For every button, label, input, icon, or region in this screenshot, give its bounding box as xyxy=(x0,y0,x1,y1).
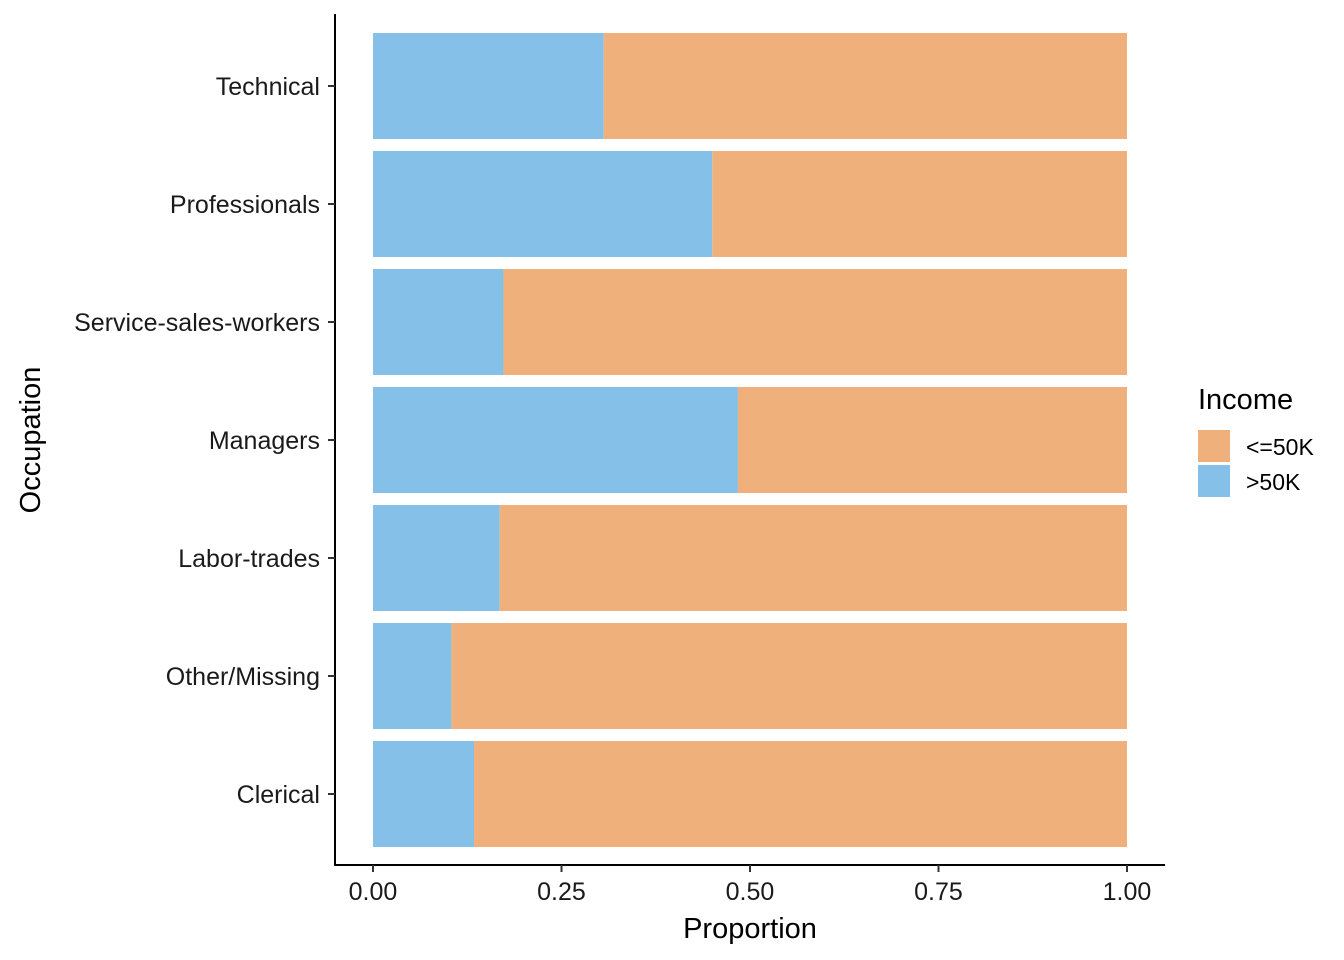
x-tick-label: 0.25 xyxy=(537,878,586,906)
legend-key xyxy=(1198,430,1230,462)
legend-label: >50K xyxy=(1246,469,1301,495)
bar-technical-series-0 xyxy=(373,33,604,139)
bar-clerical-series-1 xyxy=(474,741,1127,847)
y-tick-label: Clerical xyxy=(237,781,320,809)
bar-service-sales-workers-series-0 xyxy=(373,269,504,375)
bar-managers-series-1 xyxy=(737,387,1127,493)
bar-other-missing-series-0 xyxy=(373,623,452,729)
bar-professionals-series-1 xyxy=(712,151,1127,257)
y-axis-title: Occupation xyxy=(15,367,47,514)
x-axis-title: Proportion xyxy=(683,913,817,945)
y-tick-label: Managers xyxy=(209,427,320,455)
y-tick-label: Technical xyxy=(216,73,320,101)
y-tick-label: Other/Missing xyxy=(166,663,320,691)
bar-other-missing-series-1 xyxy=(451,623,1127,729)
bars-layer xyxy=(373,33,1127,847)
y-tick-label: Labor-trades xyxy=(178,545,320,573)
x-ticks-layer: 0.00 0.25 0.50 0.75 1.00 xyxy=(349,865,1152,906)
legend-title: Income xyxy=(1198,384,1293,416)
bar-technical-series-1 xyxy=(603,33,1127,139)
y-tick-label: Professionals xyxy=(170,191,320,219)
x-tick-label: 0.75 xyxy=(914,878,963,906)
legend-label: <=50K xyxy=(1246,434,1314,460)
y-ticks-layer: Technical Professionals Service-sales-work… xyxy=(74,73,335,809)
bar-professionals-series-0 xyxy=(373,151,713,257)
bar-clerical-series-0 xyxy=(373,741,475,847)
legend: Income <=50K >50K xyxy=(1198,384,1314,497)
x-tick-label: 1.00 xyxy=(1103,878,1152,906)
bar-labor-trades-series-0 xyxy=(373,505,500,611)
bar-labor-trades-series-1 xyxy=(499,505,1127,611)
bar-service-sales-workers-series-1 xyxy=(503,269,1127,375)
x-tick-label: 0.50 xyxy=(726,878,775,906)
x-tick-label: 0.00 xyxy=(349,878,398,906)
y-tick-label: Service-sales-workers xyxy=(74,309,320,337)
bar-managers-series-0 xyxy=(373,387,738,493)
legend-key xyxy=(1198,465,1230,497)
